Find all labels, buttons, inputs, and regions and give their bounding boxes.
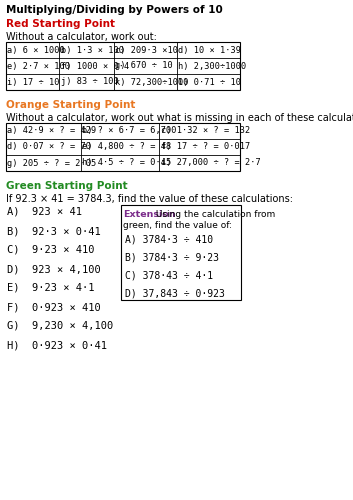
Text: e) 2·7 × 100: e) 2·7 × 100 (7, 62, 70, 70)
Text: b) ? × 6·7 = 6,700: b) ? × 6·7 = 6,700 (82, 126, 177, 136)
Text: Multiplying/Dividing by Powers of 10: Multiplying/Dividing by Powers of 10 (6, 5, 222, 15)
Text: Red Starting Point: Red Starting Point (6, 19, 115, 29)
Text: D)  923 × 4,100: D) 923 × 4,100 (7, 264, 101, 274)
Text: Using the calculation from: Using the calculation from (153, 210, 275, 219)
Text: green, find the value of:: green, find the value of: (123, 221, 232, 230)
Bar (6, 42, 240, 90)
Text: G)  9,230 × 4,100: G) 9,230 × 4,100 (7, 321, 113, 331)
Text: f) 1000 × 0·4: f) 1000 × 0·4 (61, 62, 129, 70)
Text: Orange Starting Point: Orange Starting Point (6, 100, 135, 110)
Text: B) 3784·3 ÷ 9·23: B) 3784·3 ÷ 9·23 (125, 253, 219, 263)
Text: A)  923 × 41: A) 923 × 41 (7, 207, 82, 217)
Text: F)  0·923 × 410: F) 0·923 × 410 (7, 302, 101, 312)
Text: If 92.3 × 41 = 3784.3, find the value of these calculations:: If 92.3 × 41 = 3784.3, find the value of… (6, 194, 293, 204)
Text: C) 378·43 ÷ 4·1: C) 378·43 ÷ 4·1 (125, 271, 213, 281)
Bar (120, 205, 241, 300)
Text: b) 1·3 × 100: b) 1·3 × 100 (61, 46, 124, 54)
Text: H)  0·923 × 0·41: H) 0·923 × 0·41 (7, 340, 107, 350)
Text: c) 209·3 ×10: c) 209·3 ×10 (115, 46, 178, 54)
Text: g) 205 ÷ ? = 2·05: g) 205 ÷ ? = 2·05 (7, 158, 97, 168)
Text: C)  9·23 × 410: C) 9·23 × 410 (7, 245, 95, 255)
Text: g) 670 ÷ 10: g) 670 ÷ 10 (115, 62, 173, 70)
Text: Extension: Extension (123, 210, 176, 219)
Text: h) 4·5 ÷ ? = 0·45: h) 4·5 ÷ ? = 0·45 (82, 158, 172, 168)
Text: i) 17 ÷ 10: i) 17 ÷ 10 (7, 78, 60, 86)
Text: E)  9·23 × 4·1: E) 9·23 × 4·1 (7, 283, 95, 293)
Text: D) 37,843 ÷ 0·923: D) 37,843 ÷ 0·923 (125, 289, 225, 299)
Text: k) 72,300÷1000: k) 72,300÷1000 (115, 78, 189, 86)
Text: B)  92·3 × 0·41: B) 92·3 × 0·41 (7, 226, 101, 236)
Text: f) 17 ÷ ? = 0·017: f) 17 ÷ ? = 0·017 (161, 142, 250, 152)
Text: Without a calculator, work out what is missing in each of these calculations:: Without a calculator, work out what is m… (6, 113, 353, 123)
Text: c) 1·32 × ? = 132: c) 1·32 × ? = 132 (161, 126, 250, 136)
Text: l) 0·71 ÷ 10: l) 0·71 ÷ 10 (178, 78, 241, 86)
Text: Green Starting Point: Green Starting Point (6, 181, 127, 191)
Text: d) 10 × 1·39: d) 10 × 1·39 (178, 46, 241, 54)
Text: A) 3784·3 ÷ 410: A) 3784·3 ÷ 410 (125, 235, 213, 245)
Text: a) 42·9 × ? = 429: a) 42·9 × ? = 429 (7, 126, 97, 136)
Bar (6, 123, 240, 171)
Text: e) 4,800 ÷ ? = 48: e) 4,800 ÷ ? = 48 (82, 142, 172, 152)
Text: a) 6 × 1000: a) 6 × 1000 (7, 46, 65, 54)
Text: h) 2,300÷1000: h) 2,300÷1000 (178, 62, 247, 70)
Text: d) 0·07 × ? = 70: d) 0·07 × ? = 70 (7, 142, 91, 152)
Text: Without a calculator, work out:: Without a calculator, work out: (6, 32, 156, 42)
Text: i) 27,000 ÷ ? = 2·7: i) 27,000 ÷ ? = 2·7 (161, 158, 261, 168)
Text: j) 83 ÷ 100: j) 83 ÷ 100 (61, 78, 118, 86)
